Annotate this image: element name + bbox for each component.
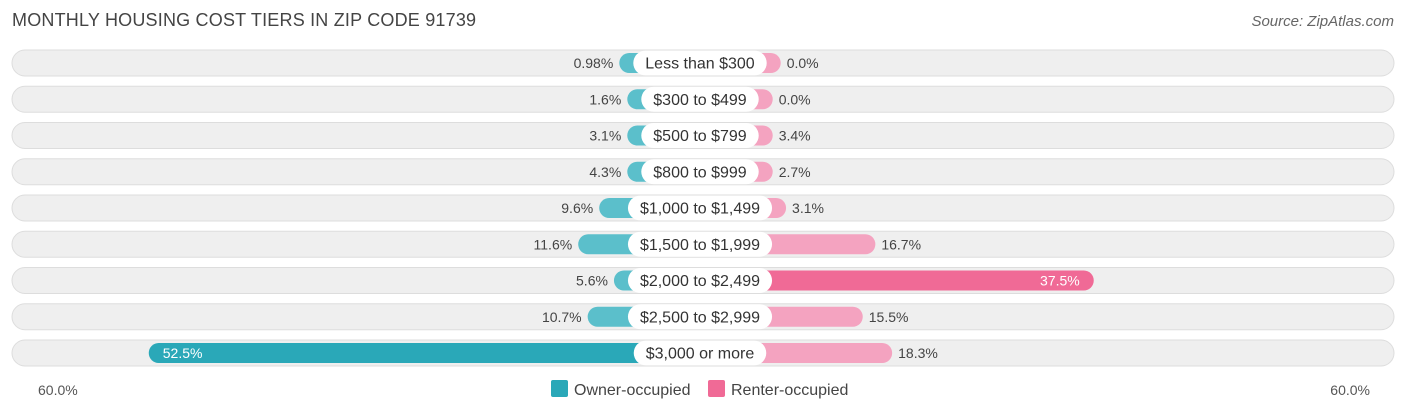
renter-value-label: 0.0% bbox=[787, 55, 819, 71]
chart-row: $2,500 to $2,999 10.7% 15.5% bbox=[11, 303, 1395, 331]
category-label: $1,500 to $1,999 bbox=[640, 237, 760, 254]
chart-row: Less than $300 0.98% 0.0% bbox=[11, 49, 1395, 77]
owner-value-label: 0.98% bbox=[574, 55, 614, 71]
owner-value-label: 5.6% bbox=[576, 273, 608, 289]
category-label: Less than $300 bbox=[645, 56, 755, 73]
legend-renter-swatch bbox=[708, 380, 725, 397]
category-pill bbox=[641, 159, 759, 185]
renter-value-label: 18.3% bbox=[898, 345, 938, 361]
renter-value-label: 37.5% bbox=[1040, 273, 1080, 289]
renter-value-label: 0.0% bbox=[779, 91, 811, 107]
chart-row: $1,500 to $1,999 11.6% 16.7% bbox=[11, 230, 1395, 258]
chart-row: $800 to $999 4.3% 2.7% bbox=[11, 158, 1395, 186]
category-label: $1,000 to $1,499 bbox=[640, 201, 760, 218]
category-label: $2,000 to $2,499 bbox=[640, 273, 760, 290]
chart-row: $300 to $499 1.6% 0.0% bbox=[11, 85, 1395, 113]
chart-row: $500 to $799 3.1% 3.4% bbox=[11, 122, 1395, 149]
category-pill bbox=[627, 268, 773, 293]
legend-renter-label: Renter-occupied bbox=[731, 382, 848, 399]
category-label: $2,500 to $2,999 bbox=[640, 309, 760, 326]
category-pill bbox=[627, 195, 773, 221]
owner-value-label: 4.3% bbox=[589, 164, 621, 180]
renter-value-label: 3.4% bbox=[779, 128, 811, 144]
chart-row: $2,000 to $2,499 5.6% 37.5% bbox=[11, 267, 1395, 294]
category-pill bbox=[641, 123, 759, 148]
owner-value-label: 10.7% bbox=[542, 309, 582, 325]
chart-title: MONTHLY HOUSING COST TIERS IN ZIP CODE 9… bbox=[12, 10, 477, 30]
renter-value-label: 16.7% bbox=[881, 236, 921, 252]
category-pill bbox=[641, 86, 759, 112]
renter-bar bbox=[700, 270, 1094, 291]
owner-bar bbox=[148, 343, 700, 363]
category-pill bbox=[633, 340, 767, 366]
category-label: $800 to $999 bbox=[653, 164, 747, 181]
owner-value-label: 1.6% bbox=[589, 91, 621, 107]
owner-value-label: 9.6% bbox=[561, 200, 593, 216]
axis-left-label: 60.0% bbox=[38, 382, 78, 398]
renter-value-label: 15.5% bbox=[869, 309, 909, 325]
owner-value-label: 11.6% bbox=[534, 236, 573, 252]
owner-value-label: 52.5% bbox=[163, 345, 203, 361]
chart-source: Source: ZipAtlas.com bbox=[1251, 13, 1394, 30]
renter-value-label: 2.7% bbox=[779, 164, 811, 180]
category-label: $300 to $499 bbox=[653, 92, 747, 109]
legend-owner-swatch bbox=[551, 380, 568, 397]
category-pill bbox=[627, 231, 773, 257]
category-pill bbox=[627, 304, 773, 330]
category-label: $500 to $799 bbox=[653, 128, 747, 145]
owner-value-label: 3.1% bbox=[589, 128, 621, 144]
chart-row: $3,000 or more 52.5% 18.3% bbox=[11, 339, 1395, 367]
legend: Owner-occupied Renter-occupied bbox=[551, 380, 848, 399]
legend-owner-label: Owner-occupied bbox=[574, 382, 691, 399]
axis-right-label: 60.0% bbox=[1330, 382, 1370, 398]
category-pill bbox=[633, 50, 767, 76]
chart-row: $1,000 to $1,499 9.6% 3.1% bbox=[11, 194, 1395, 222]
category-label: $3,000 or more bbox=[646, 346, 755, 363]
renter-value-label: 3.1% bbox=[792, 200, 824, 216]
